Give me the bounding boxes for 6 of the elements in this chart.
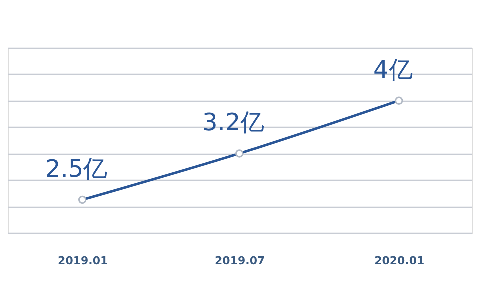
data-label: 4亿 <box>374 56 413 84</box>
x-tick-label: 2019.01 <box>58 254 108 268</box>
data-label: 2.5亿 <box>46 154 108 183</box>
x-tick-label: 2020.01 <box>374 254 425 268</box>
data-label: 3.2亿 <box>202 108 265 137</box>
x-tick-label: 2019.07 <box>215 254 266 268</box>
